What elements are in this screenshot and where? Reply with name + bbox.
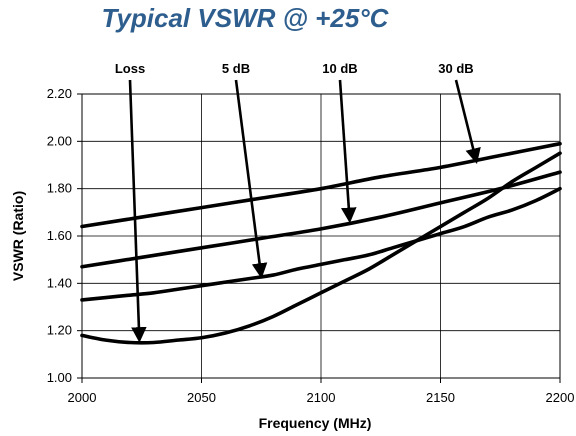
y-tick-label: 1.40 [47, 275, 72, 290]
annotation-arrow-5-db [234, 79, 268, 279]
annotation-arrow-10-db [338, 79, 357, 224]
y-tick-label: 1.20 [47, 323, 72, 338]
annotation-arrow-30-db [454, 79, 481, 164]
x-axis-label: Frequency (MHz) [259, 415, 372, 431]
series-lines [80, 141, 562, 345]
y-tick-labels: 1.00 1.20 1.40 1.60 1.80 2.00 2.20 [47, 86, 72, 385]
x-tick-labels: 2000 2050 2100 2150 2200 [68, 390, 575, 405]
annotation-label-loss: Loss [115, 61, 145, 76]
annotation-label-30-db: 30 dB [438, 61, 473, 76]
y-tick-label: 2.00 [47, 133, 72, 148]
y-tick-label: 2.20 [47, 86, 72, 101]
chart-title: Typical VSWR @ +25°C [102, 3, 390, 33]
series-line-5-db [80, 186, 562, 302]
y-tick-label: 1.00 [47, 370, 72, 385]
x-tick-label: 2100 [307, 390, 336, 405]
annotation-arrow-loss [128, 79, 147, 343]
x-tick-label: 2200 [546, 390, 575, 405]
annotation-label-10-db: 10 dB [322, 61, 357, 76]
x-tick-label: 2000 [68, 390, 97, 405]
series-line-10-db [80, 170, 562, 269]
y-axis-label: VSWR (Ratio) [10, 191, 26, 281]
x-tick-label: 2050 [187, 390, 216, 405]
annotations: Loss 5 dB 10 dB 30 dB [115, 61, 481, 343]
y-tick-label: 1.80 [47, 181, 72, 196]
x-tick-label: 2150 [426, 390, 455, 405]
x-gridlines [81, 94, 561, 383]
y-tick-label: 1.60 [47, 228, 72, 243]
annotation-label-5-db: 5 dB [222, 61, 250, 76]
series-line-loss [80, 151, 562, 345]
series-line-30-db [80, 141, 562, 229]
